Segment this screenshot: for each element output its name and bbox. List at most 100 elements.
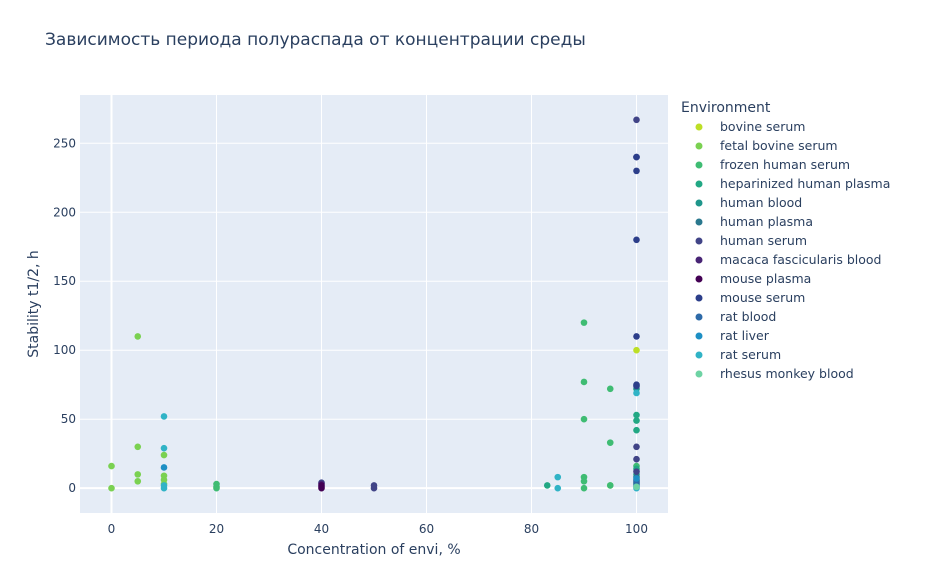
legend-marker [695, 237, 703, 245]
x-tick-label: 100 [625, 522, 648, 536]
legend: Environment bovine serum fetal bovine ser… [681, 100, 890, 381]
legend-label: human blood [720, 195, 802, 210]
data-point-fetal-bovine-serum[interactable] [134, 471, 142, 478]
x-tick-label: 0 [108, 522, 116, 536]
legend-marker [695, 275, 703, 283]
legend-item-human-blood[interactable]: human blood [695, 195, 803, 210]
legend-marker [695, 351, 703, 359]
legend-label: mouse serum [720, 290, 805, 305]
legend-item-rat-liver[interactable]: rat liver [695, 328, 770, 343]
data-point-heparinized-human-plasma[interactable] [543, 482, 551, 489]
data-point-mouse-serum[interactable] [633, 153, 640, 161]
data-point-frozen-human-serum[interactable] [580, 319, 588, 326]
chart-title: Зависимость периода полураспада от конце… [45, 30, 586, 50]
legend-title: Environment [681, 100, 771, 116]
plot-area [80, 95, 668, 513]
x-tick-label: 40 [314, 522, 329, 536]
data-point-human-serum[interactable] [633, 455, 640, 463]
legend-marker [695, 294, 703, 302]
data-point-fetal-bovine-serum[interactable] [108, 484, 115, 492]
data-point-frozen-human-serum[interactable] [580, 477, 588, 485]
legend-label: bovine serum [720, 119, 805, 134]
data-point-rat-serum[interactable] [554, 473, 562, 481]
data-point-fetal-bovine-serum[interactable] [134, 333, 142, 340]
data-point-rat-serum[interactable] [160, 444, 168, 452]
legend-marker [695, 313, 703, 321]
x-axis-title: Concentration of envi, % [287, 542, 460, 558]
legend-label: mouse plasma [720, 271, 811, 286]
data-point-mouse-serum[interactable] [633, 382, 640, 390]
data-point-fetal-bovine-serum[interactable] [108, 462, 115, 470]
x-axis-ticks: 0 20 40 60 80 100 [108, 522, 648, 536]
legend-item-frozen-human-serum[interactable]: frozen human serum [695, 157, 851, 172]
legend-label: rat liver [720, 328, 770, 343]
legend-marker [695, 123, 703, 131]
data-points [108, 116, 640, 492]
legend-label: human plasma [720, 214, 813, 229]
data-point-mouse-serum[interactable] [633, 333, 640, 340]
legend-item-rat-serum[interactable]: rat serum [695, 347, 782, 362]
data-point-human-serum[interactable] [633, 116, 640, 124]
data-point-human-serum[interactable] [633, 468, 640, 475]
legend-item-bovine-serum[interactable]: bovine serum [695, 119, 806, 134]
data-point-bovine-serum[interactable] [633, 346, 640, 354]
data-point-rhesus-monkey-blood[interactable] [633, 483, 640, 491]
data-point-frozen-human-serum[interactable] [606, 385, 614, 393]
legend-item-mouse-serum[interactable]: mouse serum [695, 290, 806, 305]
legend-marker [695, 180, 703, 188]
legend-marker [695, 370, 703, 378]
legend-marker [695, 218, 703, 226]
data-point-mouse-plasma[interactable] [318, 484, 325, 492]
data-point-human-serum[interactable] [633, 443, 640, 451]
legend-label: macaca fascicularis blood [720, 252, 881, 267]
legend-item-macaca-fascicularis-blood[interactable]: macaca fascicularis blood [695, 252, 882, 267]
legend-label: rhesus monkey blood [720, 366, 854, 381]
data-point-fetal-bovine-serum[interactable] [160, 451, 168, 459]
legend-item-fetal-bovine-serum[interactable]: fetal bovine serum [695, 138, 838, 153]
legend-label: rat serum [720, 347, 781, 362]
data-point-heparinized-human-plasma[interactable] [633, 426, 640, 434]
y-axis-ticks: 0 50 100 150 200 250 [53, 136, 76, 495]
data-point-fetal-bovine-serum[interactable] [134, 477, 142, 485]
legend-label: rat blood [720, 309, 776, 324]
data-point-rat-serum[interactable] [633, 389, 640, 397]
legend-marker [695, 161, 703, 169]
data-point-mouse-serum[interactable] [633, 236, 640, 244]
legend-marker [695, 199, 703, 207]
legend-item-rhesus-monkey-blood[interactable]: rhesus monkey blood [695, 366, 854, 381]
legend-label: human serum [720, 233, 807, 248]
y-tick-label: 150 [53, 274, 76, 288]
legend-item-human-serum[interactable]: human serum [695, 233, 808, 248]
data-point-mouse-serum[interactable] [633, 167, 640, 175]
y-tick-label: 200 [53, 205, 76, 219]
y-tick-label: 100 [53, 343, 76, 357]
data-point-frozen-human-serum[interactable] [580, 415, 588, 423]
legend-marker [695, 332, 703, 340]
data-point-fetal-bovine-serum[interactable] [134, 443, 142, 451]
data-point-human-serum[interactable] [370, 484, 378, 492]
data-point-rat-liver[interactable] [633, 475, 640, 482]
legend-label: frozen human serum [720, 157, 850, 172]
y-tick-label: 50 [61, 412, 76, 426]
data-point-rat-serum[interactable] [160, 484, 168, 492]
data-point-rat-serum[interactable] [160, 413, 168, 420]
x-tick-label: 20 [209, 522, 224, 536]
data-point-heparinized-human-plasma[interactable] [633, 417, 640, 424]
legend-label: fetal bovine serum [720, 138, 838, 153]
x-tick-label: 60 [419, 522, 434, 536]
legend-item-mouse-plasma[interactable]: mouse plasma [695, 271, 812, 286]
legend-item-rat-blood[interactable]: rat blood [695, 309, 777, 324]
data-point-rat-liver[interactable] [160, 464, 168, 471]
data-point-frozen-human-serum[interactable] [606, 439, 614, 446]
data-point-frozen-human-serum[interactable] [213, 484, 220, 492]
x-tick-label: 80 [524, 522, 539, 536]
legend-item-human-plasma[interactable]: human plasma [695, 214, 814, 229]
legend-item-heparinized-human-plasma[interactable]: heparinized human plasma [695, 176, 891, 191]
data-point-rat-serum[interactable] [554, 484, 562, 492]
data-point-heparinized-human-plasma[interactable] [633, 411, 640, 419]
y-tick-label: 0 [68, 481, 76, 495]
data-point-frozen-human-serum[interactable] [606, 482, 614, 489]
data-point-frozen-human-serum[interactable] [580, 484, 588, 492]
data-point-frozen-human-serum[interactable] [580, 378, 588, 386]
